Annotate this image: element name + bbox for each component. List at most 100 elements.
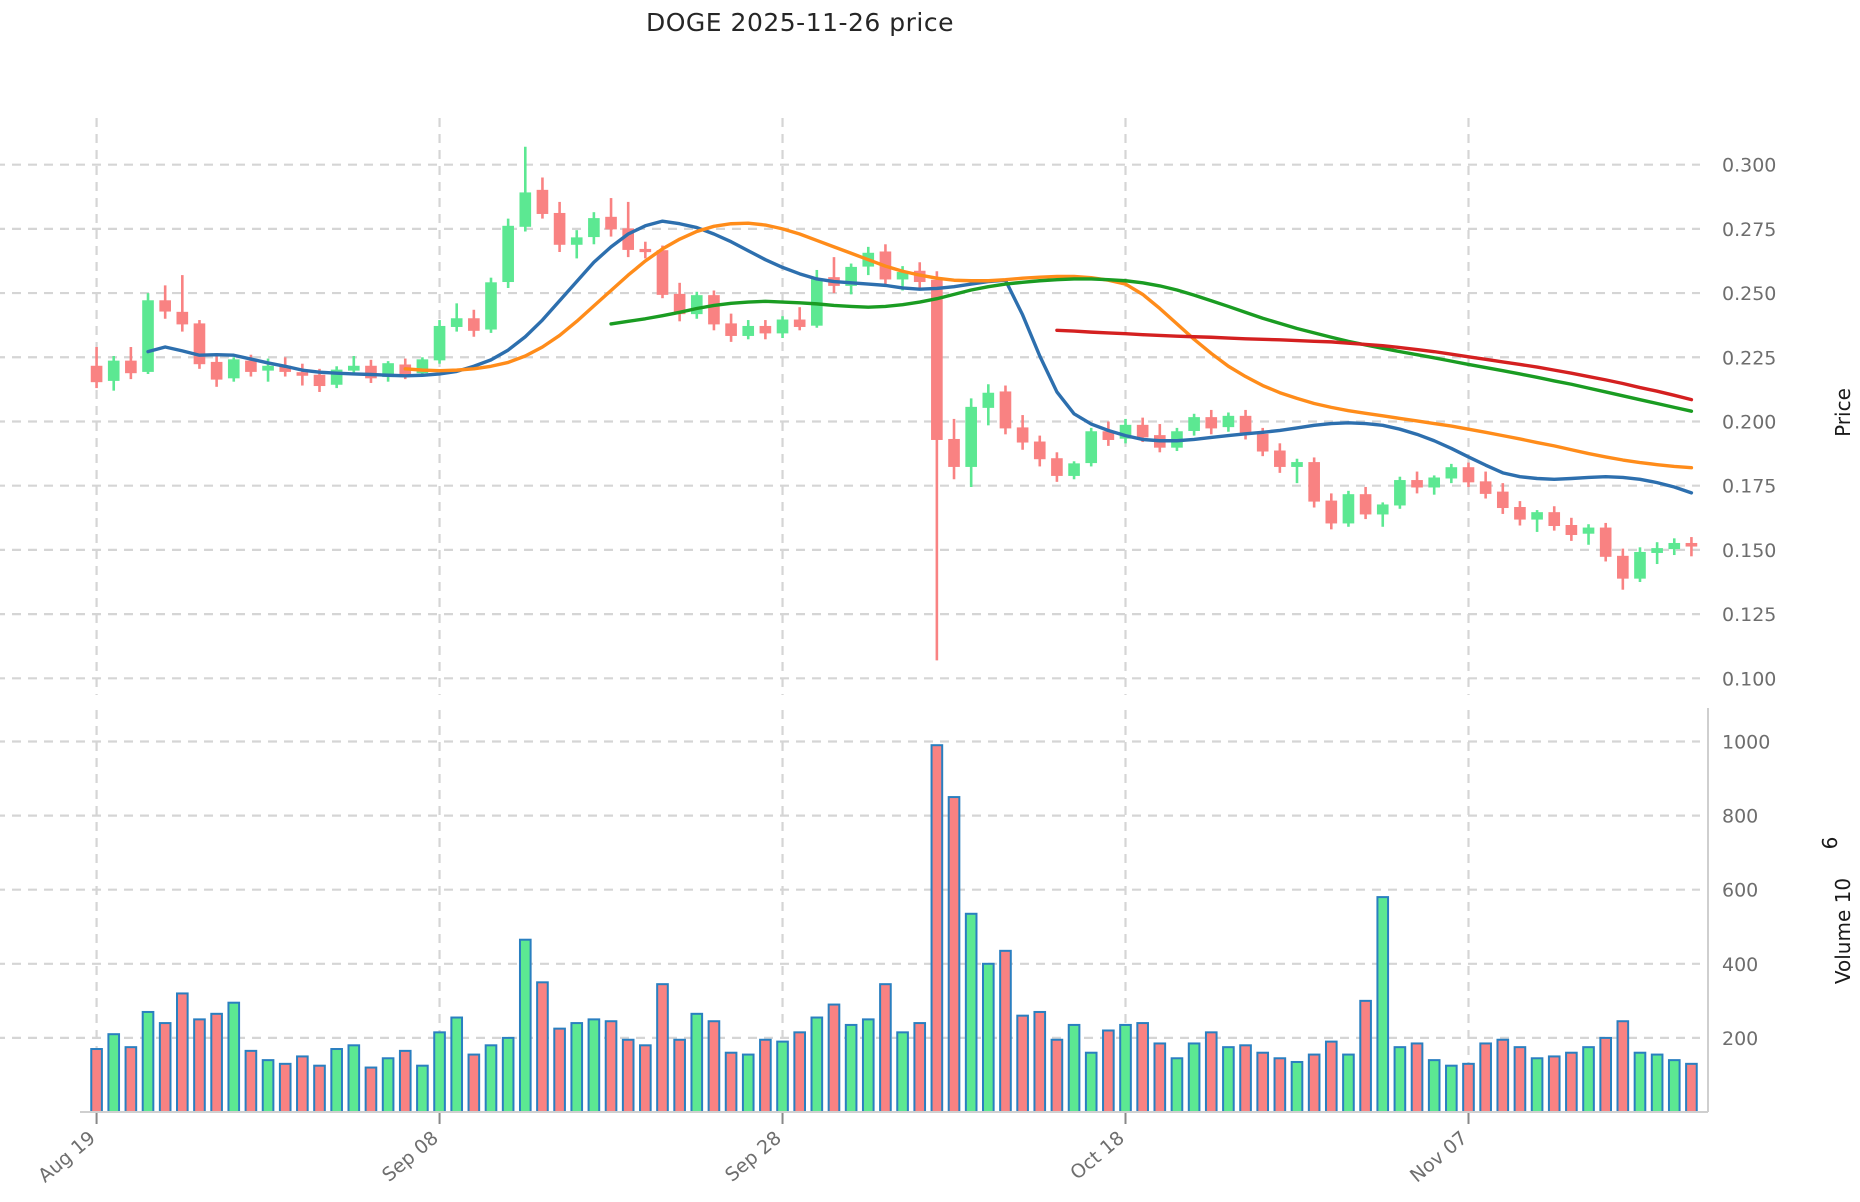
candle-body [1462, 467, 1475, 483]
volume-bar [1153, 1042, 1167, 1113]
candle-body [1256, 433, 1269, 452]
volume-bar [1582, 1046, 1595, 1113]
candle-body [1394, 480, 1406, 506]
volume-bar [1565, 1051, 1578, 1113]
volume-bar [1050, 1038, 1064, 1113]
candle-body [1016, 427, 1029, 443]
volume-bar [518, 938, 532, 1114]
candle-body [193, 323, 206, 365]
volume-bar [587, 1018, 601, 1114]
volume-tick-label: 400 [1722, 954, 1758, 976]
volume-bar [1084, 1051, 1098, 1113]
volume-bar [1187, 1042, 1201, 1113]
volume-bar [690, 1012, 704, 1114]
candle-body [1291, 462, 1303, 467]
candle-body [1428, 477, 1441, 488]
candle-body [1479, 481, 1492, 494]
candle-body [553, 212, 566, 245]
volume-bar [604, 1020, 618, 1114]
price-axis-title: Price [1831, 388, 1855, 437]
volume-bar [1307, 1053, 1321, 1113]
candle-body [1325, 500, 1338, 524]
candle-body [1634, 551, 1646, 579]
candle-body [468, 318, 480, 331]
candle-body [708, 295, 720, 325]
volume-tick-label: 800 [1722, 806, 1758, 828]
volume-bar [1256, 1051, 1270, 1113]
price-tick-label: 0.300 [1722, 155, 1776, 177]
volume-bar [930, 744, 944, 1114]
moving-average-series [146, 219, 1694, 495]
candle-body [1685, 542, 1698, 547]
volume-bar [176, 992, 189, 1114]
price-tick-label: 0.250 [1722, 283, 1776, 305]
vertical-grid-lines [95, 118, 1470, 1124]
volume-bar [707, 1020, 721, 1114]
price-tick-label: 0.225 [1722, 347, 1776, 369]
volume-bar [450, 1016, 464, 1114]
candle-body [262, 365, 274, 371]
candle-body [1188, 417, 1200, 431]
svg-text:Volume 10: Volume 10 [1831, 878, 1855, 984]
volume-bar [639, 1044, 652, 1113]
volume-bar [1170, 1057, 1184, 1113]
volume-bar [947, 796, 961, 1114]
volume-bar [398, 1049, 412, 1113]
candle-body [1599, 527, 1612, 557]
candle-body [845, 266, 857, 286]
candle-body [450, 318, 463, 327]
candle-body [742, 325, 755, 336]
candle-body [965, 406, 977, 467]
candle-body [1617, 555, 1629, 579]
price-tick-label: 0.275 [1722, 219, 1776, 241]
volume-bar [1479, 1042, 1492, 1113]
page-title: DOGE 2025-11-26 price [646, 8, 954, 37]
volume-bar [467, 1053, 481, 1113]
candle-body [639, 248, 652, 253]
ma-line-ma_xlong [1055, 328, 1694, 402]
candle-body [159, 300, 171, 312]
candle-body [1068, 463, 1080, 476]
price-tick-label: 0.100 [1722, 668, 1776, 690]
volume-bar [553, 1027, 566, 1114]
candle-series [90, 146, 1698, 661]
price-tick-label: 0.200 [1722, 411, 1776, 433]
volume-bar [964, 912, 978, 1113]
volume-bar [793, 1031, 806, 1114]
volume-series [90, 744, 1698, 1114]
price-tick-label: 0.175 [1722, 476, 1776, 498]
volume-bar [1290, 1060, 1304, 1113]
candle-body [142, 300, 154, 372]
candle-body [1205, 417, 1218, 429]
volume-bar [1273, 1057, 1287, 1113]
candle-body [416, 359, 429, 374]
grid-lines [0, 163, 1700, 1039]
volume-bar [1222, 1046, 1235, 1113]
candle-body [1496, 491, 1509, 509]
volume-bar [1342, 1053, 1355, 1113]
volume-bar [1530, 1057, 1544, 1113]
volume-bar [484, 1044, 498, 1113]
candle-body [1274, 450, 1286, 467]
volume-bar [261, 1059, 275, 1113]
axis-labels: 0.300 0.275 0.250 0.225 0.200 0.175 0.150 0.125… [34, 155, 1855, 1187]
volume-bar [1359, 999, 1372, 1113]
volume-bar [90, 1048, 103, 1113]
candle-body [1582, 527, 1595, 534]
volume-bar [433, 1031, 446, 1114]
volume-bar [1324, 1040, 1338, 1113]
candle-body [1651, 548, 1663, 553]
volume-bar [381, 1057, 395, 1113]
candle-body [588, 218, 600, 238]
volume-bar [158, 1022, 172, 1114]
x-tick-label: Sep 28 [721, 1127, 786, 1186]
candle-body [1308, 462, 1320, 502]
volume-bar [1685, 1062, 1698, 1114]
candle-body [1033, 441, 1046, 460]
candle-body [948, 438, 960, 467]
volume-bar [210, 1012, 223, 1114]
volume-bar [810, 1016, 824, 1114]
candle-body [1548, 512, 1561, 527]
volume-bar [1033, 1010, 1047, 1113]
candle-body [90, 365, 103, 383]
